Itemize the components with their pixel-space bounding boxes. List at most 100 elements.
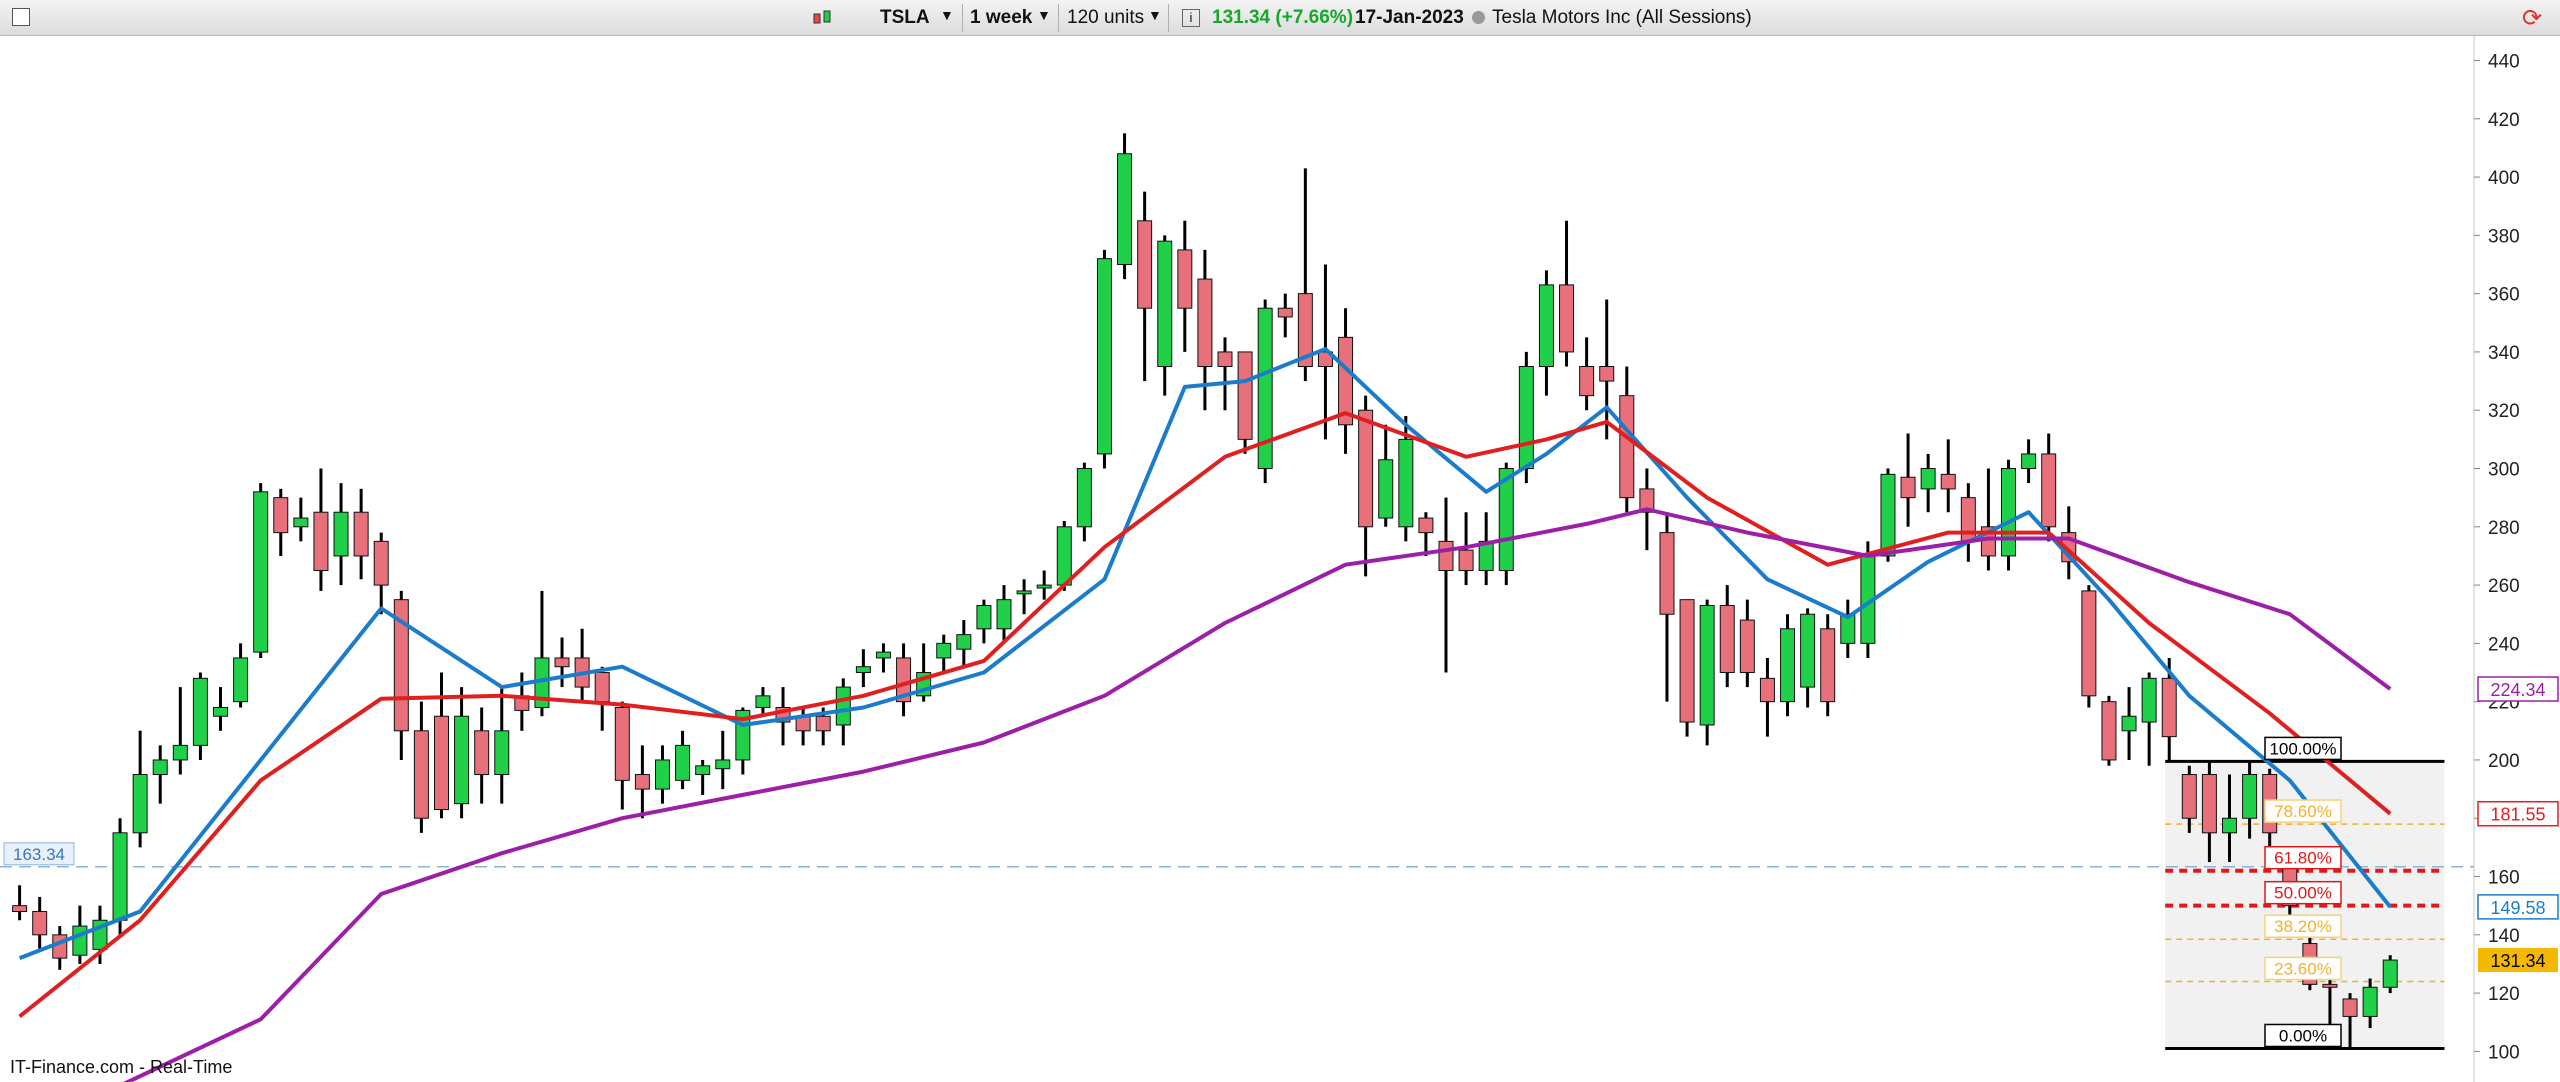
fibonacci-labels: 100.00% 78.60% 61.80% 50.00% 38.20% 23.60% 0.0…	[2264, 736, 2342, 1048]
window-button[interactable]	[12, 8, 30, 26]
candle-body	[192, 677, 208, 746]
moving-average	[18, 347, 2392, 960]
candle-body	[1438, 540, 1454, 572]
candle-body	[2222, 817, 2237, 834]
y-tick-label: 160	[2488, 868, 2520, 889]
candle-body	[2201, 774, 2217, 834]
last-price-box	[2478, 948, 2558, 973]
units[interactable]: 120 units	[1067, 7, 1145, 28]
candle-body	[2382, 959, 2398, 988]
candle-body	[1358, 409, 1374, 528]
reference: 163.34	[0, 842, 2474, 868]
moving-averages	[18, 347, 2392, 1082]
candle-body	[875, 651, 891, 659]
candle-body	[2101, 701, 2117, 761]
candle-body	[313, 511, 329, 572]
background	[0, 36, 2560, 1082]
candle-body	[1217, 351, 1233, 367]
candle-body	[2242, 774, 2258, 819]
ma-tag: 224.34	[2490, 680, 2545, 700]
candle-body	[1820, 628, 1836, 703]
moving-average	[18, 411, 2392, 1018]
interval[interactable]: 1 week	[970, 7, 1033, 28]
candle-body	[1257, 307, 1273, 470]
fibonacci-label-box	[2264, 799, 2342, 823]
candle-body	[1317, 351, 1333, 367]
last-price: 131.34	[2490, 951, 2545, 971]
candle-body	[695, 765, 711, 776]
candle-body	[413, 730, 429, 819]
candle-body	[1297, 293, 1313, 367]
y-tick-label: 200	[2488, 751, 2520, 772]
info-icon[interactable]: i	[1182, 9, 1200, 27]
y-tick-label: 400	[2488, 168, 2520, 189]
fibonacci-label-box	[2264, 956, 2342, 981]
dropdown-arrow[interactable]: ▼	[940, 7, 954, 23]
fibonacci-label: 23.60%	[2274, 959, 2332, 978]
candle-body	[1096, 258, 1112, 455]
ma-tag: 181.55	[2490, 805, 2545, 825]
candle-body	[32, 911, 48, 936]
candle-body	[293, 517, 309, 528]
candle-body	[1619, 395, 1635, 499]
candle-body	[1940, 473, 1956, 490]
candle-body	[2181, 774, 2197, 819]
candle-body	[1137, 220, 1153, 309]
candle-body	[1498, 468, 1514, 572]
session-dot	[1472, 11, 1485, 24]
candle-body	[112, 832, 128, 921]
y-tick-label: 120	[2488, 984, 2520, 1005]
symbol[interactable]: TSLA	[880, 7, 930, 28]
moving-average	[123, 507, 2392, 1082]
candle-body	[1157, 240, 1173, 367]
date: 17-Jan-2023	[1355, 7, 1464, 28]
candles	[12, 133, 2398, 1049]
candle-body	[1076, 468, 1092, 528]
candle-body	[172, 744, 188, 761]
candle-body	[373, 540, 389, 586]
candle-body	[1338, 336, 1354, 426]
ma-tag: 149.58	[2490, 898, 2545, 918]
candle-body	[1518, 365, 1534, 470]
y-tick-label: 140	[2488, 926, 2520, 947]
fibonacci-label: 38.20%	[2274, 917, 2332, 936]
candle-body	[1177, 249, 1193, 309]
dropdown-arrow[interactable]: ▼	[1037, 7, 1051, 23]
candle-body	[554, 657, 570, 668]
candle-body	[1579, 365, 1595, 397]
candle-body	[132, 774, 148, 834]
candle-body	[1800, 613, 1816, 688]
candle-body	[273, 497, 289, 534]
candle-body	[896, 657, 912, 703]
candle-body	[1016, 590, 1032, 595]
candle-body	[12, 905, 28, 913]
candle-body	[2362, 986, 2378, 1017]
candle-body	[233, 657, 249, 703]
y-tick-label: 360	[2488, 285, 2520, 306]
y-tick-label: 340	[2488, 343, 2520, 364]
refresh-icon[interactable]: ⟳	[2522, 5, 2543, 32]
fibonacci-label: 61.80%	[2274, 849, 2332, 868]
chart-type-icon[interactable]	[812, 9, 834, 27]
candle-body	[1679, 599, 1695, 723]
candle-body	[1418, 517, 1434, 534]
candle-body	[2322, 983, 2338, 988]
candle-body	[1538, 284, 1554, 367]
candle-body	[474, 730, 490, 776]
candle-body	[1398, 438, 1414, 528]
candle-body	[1719, 604, 1735, 674]
candle-body	[1840, 613, 1856, 644]
y-tick-label: 100	[2488, 1042, 2520, 1063]
candle-body	[2342, 998, 2358, 1017]
y-tick-label: 240	[2488, 634, 2520, 655]
ma-tag-box	[2477, 894, 2559, 920]
reference-tag: 163.34	[13, 845, 65, 864]
candle-body	[1599, 365, 1615, 382]
candle-body	[755, 695, 771, 708]
candle-body	[956, 634, 972, 650]
fibonacci-label: 0.00%	[2279, 1026, 2327, 1045]
ma-tag-box	[2477, 800, 2559, 827]
dropdown-arrow[interactable]: ▼	[1148, 7, 1162, 23]
candle-body	[1880, 473, 1896, 557]
candle-body	[996, 599, 1012, 630]
